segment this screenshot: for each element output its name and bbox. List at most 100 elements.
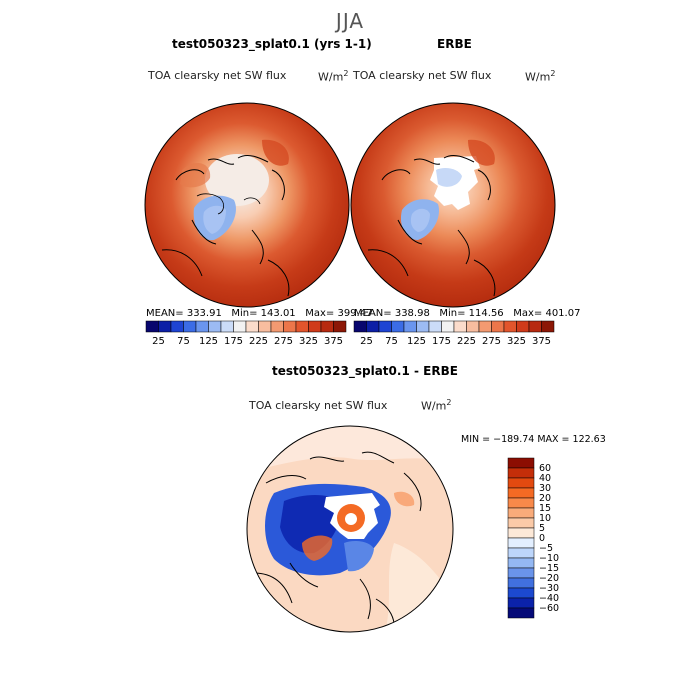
panel1-colorbar: 25 75 125 175 225 275 325 375 xyxy=(145,320,347,347)
panel2-max: Max= 401.07 xyxy=(513,308,581,319)
diff-colorbar-tick-label: −60 xyxy=(539,603,559,614)
colorbar-swatch xyxy=(170,320,184,333)
diff-colorbar-tick-label: −15 xyxy=(539,563,559,574)
panel2-colorbar: 25 75 125 175 225 275 325 375 xyxy=(353,320,555,347)
diff-colorbar-tick-label: 20 xyxy=(539,493,551,504)
diff-colorbar-swatch xyxy=(507,597,535,609)
diff-colorbar-swatch xyxy=(507,497,535,509)
colorbar-swatch xyxy=(428,320,442,333)
colorbar-swatch xyxy=(283,320,297,333)
diff-colorbar-tick-label: −5 xyxy=(539,543,553,554)
colorbar-swatch xyxy=(416,320,430,333)
diff-colorbar-tick-label: 30 xyxy=(539,483,551,494)
panel1-title: test050323_splat0.1 (yrs 1-1) xyxy=(172,37,372,51)
diff-minmax: MIN = −189.74 MAX = 122.63 xyxy=(461,434,606,445)
colorbar-tick-label: 125 xyxy=(407,336,426,347)
panel1-variable: TOA clearsky net SW flux xyxy=(148,69,287,82)
colorbar-tick-label: 75 xyxy=(385,336,398,347)
diff-colorbar-tick-label: 5 xyxy=(539,523,545,534)
colorbar-swatch xyxy=(403,320,417,333)
colorbar-swatch xyxy=(208,320,222,333)
colorbar-tick-label: 75 xyxy=(177,336,190,347)
colorbar-swatch xyxy=(183,320,197,333)
panel2-variable: TOA clearsky net SW flux xyxy=(353,69,492,82)
diff-colorbar-tick-label: −10 xyxy=(539,553,559,564)
panel2-stats: MEAN= 338.98 Min= 114.56 Max= 401.07 xyxy=(354,308,580,319)
colorbar-swatch xyxy=(391,320,405,333)
diff-colorbar-tick-label: 60 xyxy=(539,463,551,474)
panel2-units: W/m2 xyxy=(525,69,556,84)
diff-colorbar-tick-label: 0 xyxy=(539,533,545,544)
diff-variable: TOA clearsky net SW flux xyxy=(249,399,388,412)
diff-colorbar-swatch xyxy=(507,527,535,539)
diff-colorbar-swatch xyxy=(507,477,535,489)
panel2-map-border xyxy=(350,102,556,308)
diff-colorbar-swatch xyxy=(507,537,535,549)
diff-units: W/m2 xyxy=(421,398,452,413)
colorbar-swatch xyxy=(541,320,555,333)
diff-colorbar-swatch xyxy=(507,567,535,579)
colorbar-tick-label: 175 xyxy=(224,336,243,347)
diff-coastlines xyxy=(253,451,422,632)
diff-colorbar-swatch xyxy=(507,467,535,479)
colorbar-swatch xyxy=(233,320,247,333)
colorbar-swatch xyxy=(441,320,455,333)
panel1-max: Max= 399.47 xyxy=(305,308,373,319)
panel2-coastlines xyxy=(367,155,496,297)
diff-colorbar-tick-label: −20 xyxy=(539,573,559,584)
colorbar-tick-label: 325 xyxy=(507,336,526,347)
colorbar-swatch xyxy=(333,320,347,333)
colorbar-tick-label: 25 xyxy=(360,336,373,347)
colorbar-swatch xyxy=(466,320,480,333)
diff-colorbar-swatch xyxy=(507,547,535,559)
colorbar-swatch xyxy=(378,320,392,333)
panel1-field xyxy=(145,103,349,307)
colorbar-tick-label: 225 xyxy=(457,336,476,347)
panel1-stats: MEAN= 333.91 Min= 143.01 Max= 399.47 xyxy=(146,308,372,319)
colorbar-swatch xyxy=(491,320,505,333)
colorbar-tick-label: 25 xyxy=(152,336,165,347)
diff-colorbar-swatch xyxy=(507,577,535,589)
diff-map-border xyxy=(246,425,454,633)
colorbar-swatch xyxy=(478,320,492,333)
diff-colorbar-tick-label: −30 xyxy=(539,583,559,594)
diff-colorbar-swatch xyxy=(507,487,535,499)
colorbar-swatch xyxy=(516,320,530,333)
panel1-map-border xyxy=(144,102,350,308)
diff-colorbar-swatch xyxy=(507,557,535,569)
colorbar-swatch xyxy=(258,320,272,333)
colorbar-swatch xyxy=(270,320,284,333)
colorbar-tick-label: 375 xyxy=(532,336,551,347)
colorbar-tick-label: 275 xyxy=(274,336,293,347)
colorbar-swatch xyxy=(528,320,542,333)
diff-colorbar-tick-label: 15 xyxy=(539,503,551,514)
colorbar-swatch xyxy=(158,320,172,333)
colorbar-tick-label: 175 xyxy=(432,336,451,347)
panel2-title: ERBE xyxy=(437,37,472,51)
season-title: JJA xyxy=(335,9,365,33)
diff-colorbar-swatch xyxy=(507,587,535,599)
diff-colorbar-tick-label: −40 xyxy=(539,593,559,604)
colorbar-swatch xyxy=(320,320,334,333)
colorbar-swatch xyxy=(195,320,209,333)
panel1-polar-map xyxy=(144,102,350,308)
diff-colorbar-tick-label: 40 xyxy=(539,473,551,484)
colorbar-tick-label: 275 xyxy=(482,336,501,347)
colorbar-swatch xyxy=(295,320,309,333)
panel1-min: Min= 143.01 xyxy=(231,308,296,319)
colorbar-tick-label: 375 xyxy=(324,336,343,347)
diff-title: test050323_splat0.1 - ERBE xyxy=(272,364,458,378)
colorbar-swatch xyxy=(145,320,159,333)
colorbar-swatch xyxy=(453,320,467,333)
colorbar-tick-label: 125 xyxy=(199,336,218,347)
colorbar-swatch xyxy=(220,320,234,333)
diff-colorbar-swatch xyxy=(507,517,535,529)
diff-colorbar-swatch xyxy=(507,607,535,619)
panel2-polar-map xyxy=(350,102,556,308)
panel1-mean: MEAN= 333.91 xyxy=(146,308,222,319)
panel1-units: W/m2 xyxy=(318,69,349,84)
diff-colorbar-tick-label: 10 xyxy=(539,513,551,524)
colorbar-swatch xyxy=(308,320,322,333)
colorbar-swatch xyxy=(353,320,367,333)
